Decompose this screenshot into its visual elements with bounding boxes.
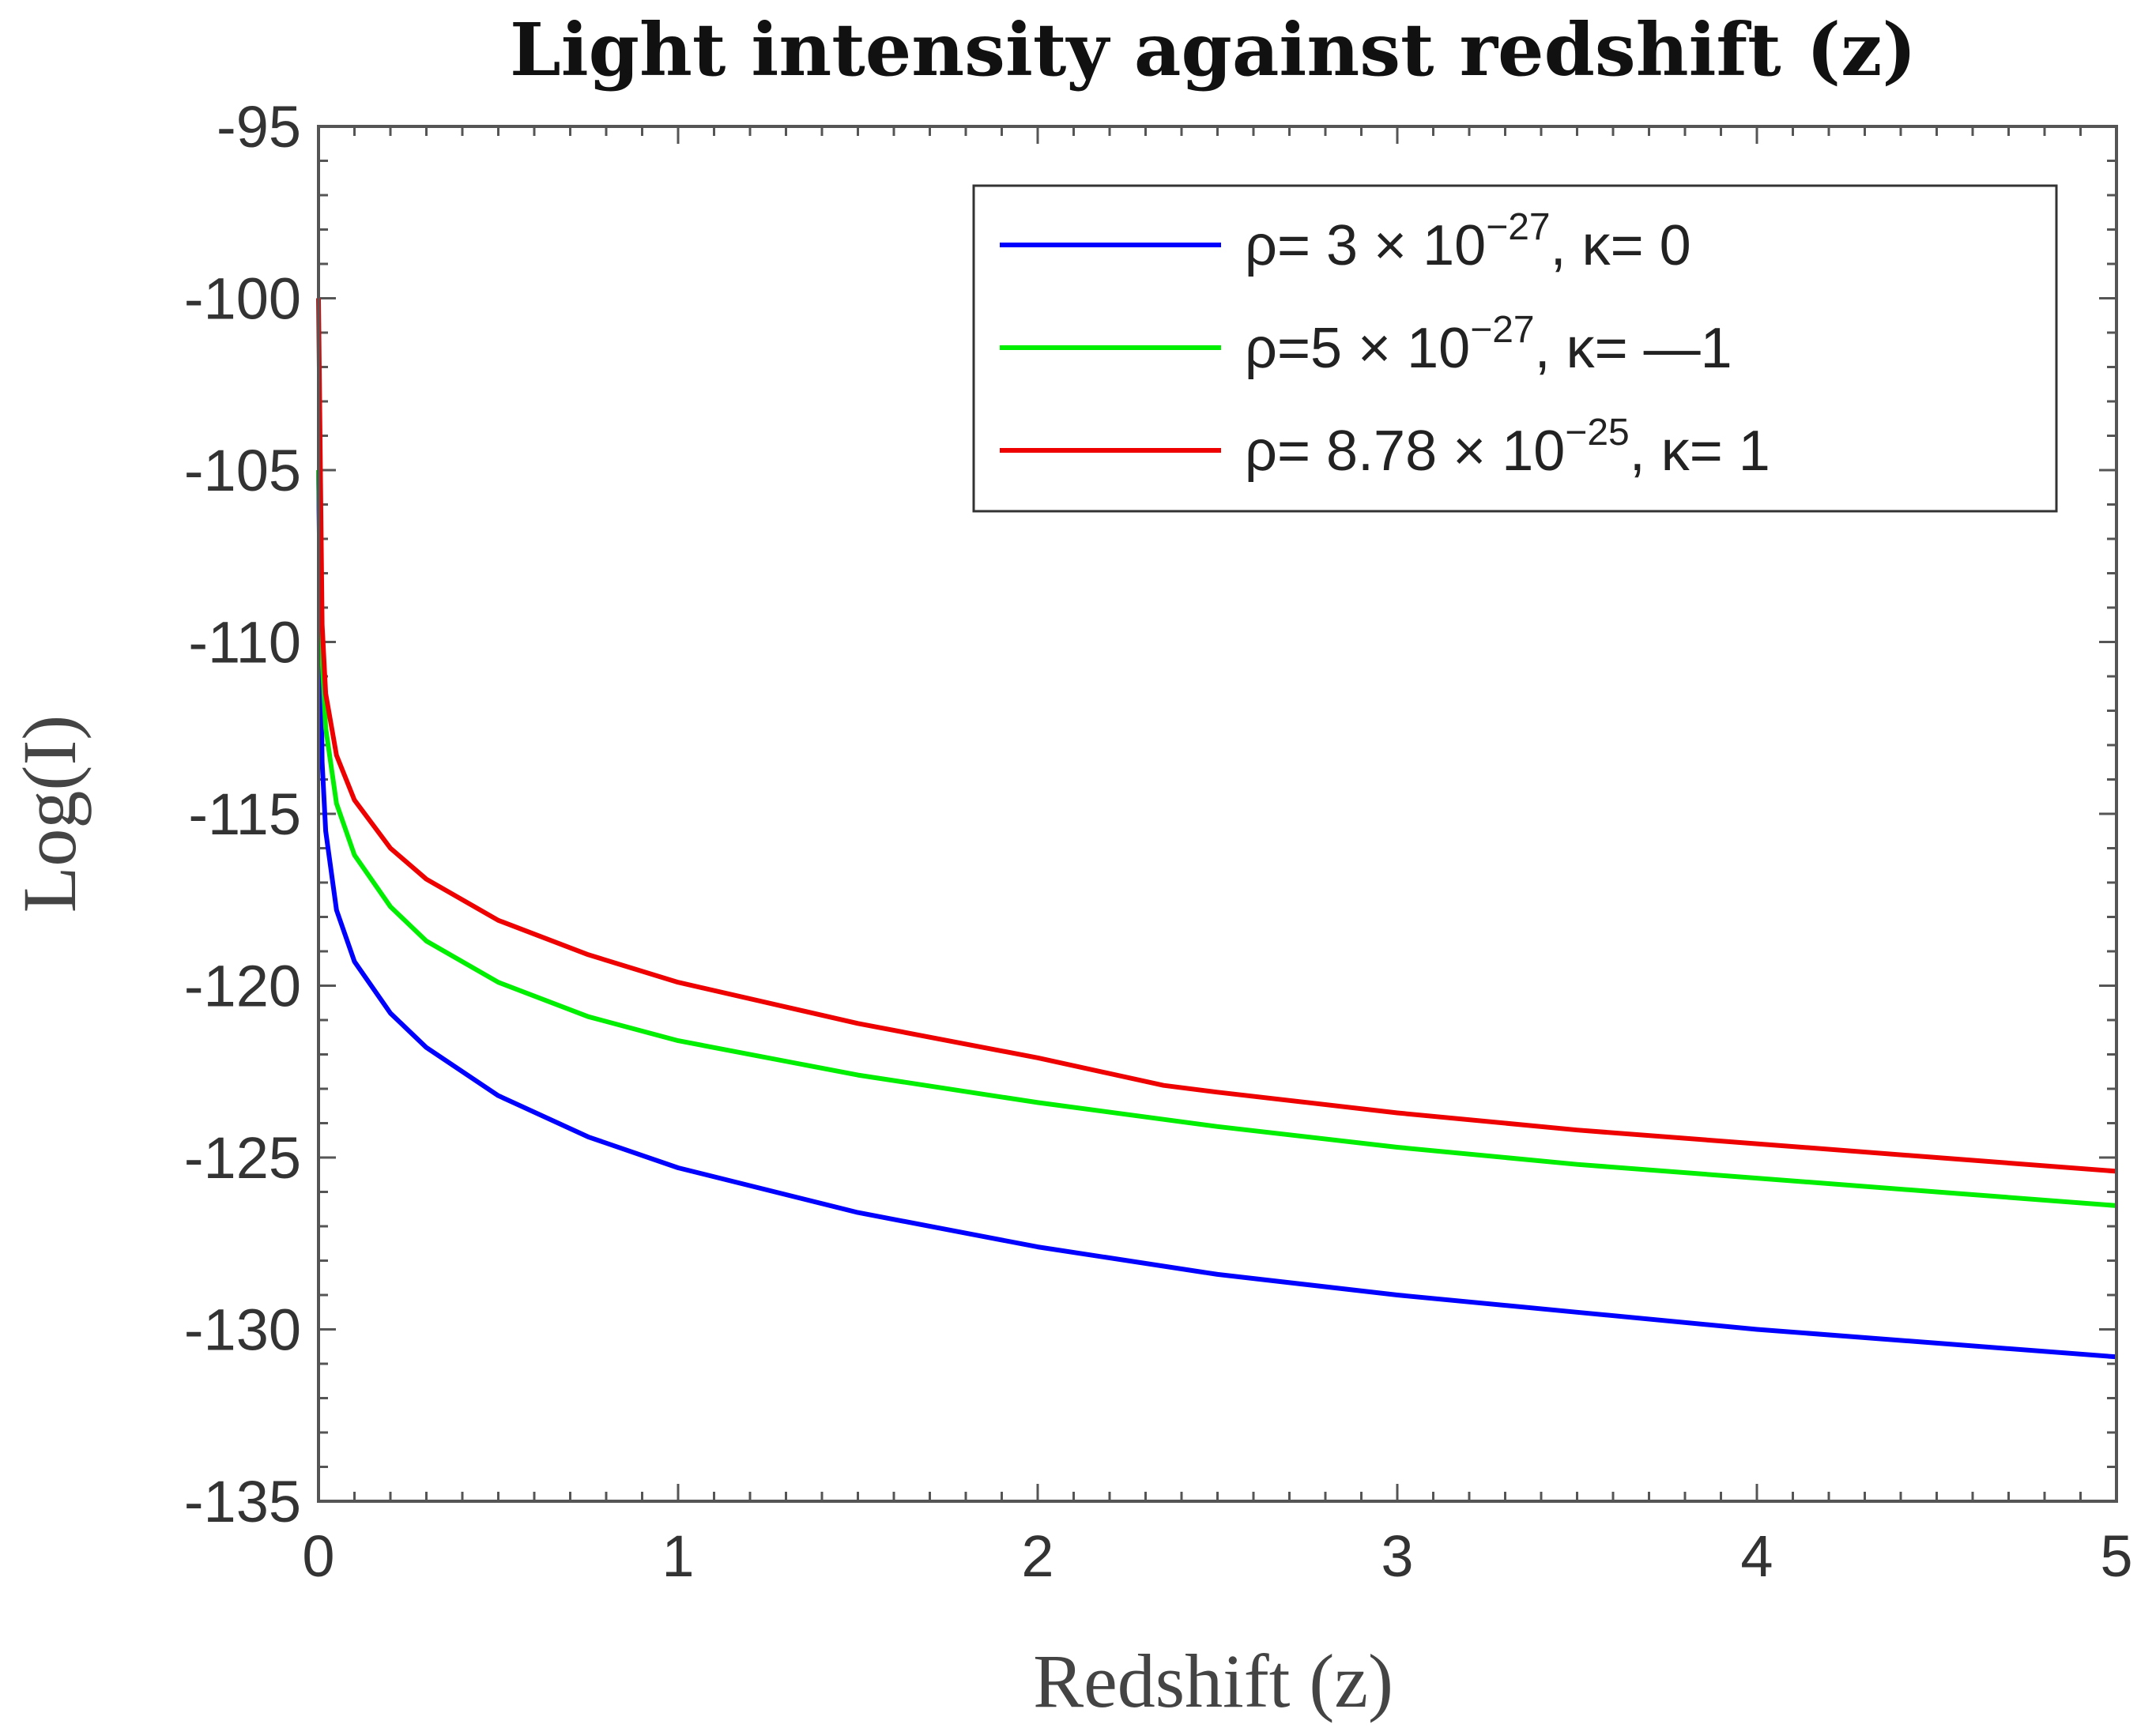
- x-tick-label: 3: [1381, 1523, 1413, 1589]
- x-axis-label: Redshift (z): [1033, 1639, 1393, 1723]
- legend: ρ= 3 × 10−27, κ= 0 ρ=5 × 10−27, κ= —1 ρ=…: [972, 184, 2058, 513]
- y-tick-label: -135: [184, 1469, 301, 1534]
- y-tick-label: -100: [184, 266, 301, 332]
- series-line-2: [316, 469, 2117, 1208]
- x-tick-label: 5: [2100, 1523, 2132, 1589]
- legend-label-series-3: ρ= 8.78 × 10−25, κ= 1: [1245, 412, 1770, 483]
- x-tick-label: 4: [1740, 1523, 1773, 1589]
- y-tick-label: -130: [184, 1297, 301, 1363]
- legend-label-series-1: ρ= 3 × 10−27, κ= 0: [1245, 206, 1691, 277]
- y-tick-label: -105: [184, 438, 301, 503]
- y-tick-label: -95: [217, 94, 301, 160]
- y-tick-label: -110: [188, 610, 301, 676]
- x-tick-label: 0: [302, 1523, 334, 1589]
- series-line-1: [316, 469, 2117, 1360]
- x-tick-label: 2: [1021, 1523, 1054, 1589]
- tick-group: 0 1 2 3 4 5 -95 -100 -105 -110 -115 -120 -125 -130 -13…: [184, 94, 2133, 1589]
- y-axis-label: Log(I): [7, 715, 92, 913]
- series-group: [316, 298, 2117, 1360]
- y-tick-label: -115: [188, 781, 301, 847]
- y-tick-label: -120: [184, 954, 301, 1019]
- series-line-3: [316, 298, 2117, 1174]
- y-tick-label: -125: [184, 1125, 301, 1191]
- x-tick-label: 1: [662, 1523, 694, 1589]
- legend-label-series-2: ρ=5 × 10−27, κ= —1: [1245, 309, 1732, 380]
- plot-frame: [317, 125, 2118, 1503]
- chart-title: Light intensity against redshift (z): [510, 7, 1917, 92]
